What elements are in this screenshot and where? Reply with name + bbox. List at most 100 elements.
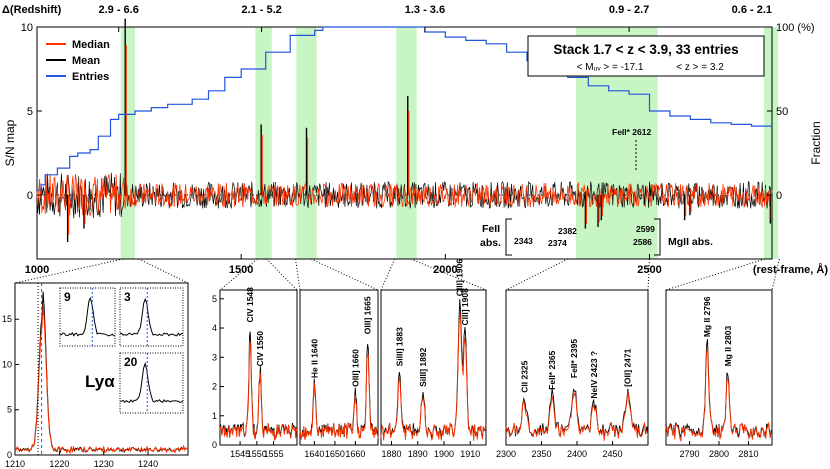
top-redshift-ticks: 2.9 - 6.6 2.1 - 5.2 1.3 - 3.6 0.9 - 2.7 0.6 …: [98, 4, 773, 32]
zoom-ytick-label-civ-0: 0: [212, 440, 217, 450]
zoom-line-label-civ-0: CIV 1548: [245, 287, 255, 323]
zoom-xtick-label-mgii-2790: 2790: [680, 449, 700, 459]
left-y-ticks: 0 5 10: [21, 22, 42, 202]
zoom-ytick-label-lya-5: 5: [7, 405, 12, 415]
zoom-median-profile-ciii: [380, 311, 487, 441]
legend: Median Mean Entries: [46, 39, 110, 83]
top-tick-label-4: 0.6 - 2.1: [732, 4, 772, 16]
zoom-median-profile-civ: [219, 341, 298, 441]
top-tick-label-2: 1.3 - 3.6: [405, 4, 445, 16]
right-tick-label-1: 50: [776, 106, 788, 118]
zoom-line-label-ciii-2: CIII] 1906: [455, 259, 465, 297]
zoom-line-label-feii-3: NeIV 2423 ?: [589, 351, 599, 399]
left-tick-label-0: 0: [27, 190, 33, 202]
zoom-median-profile-feii: [505, 391, 649, 441]
zoom-line-label-feii-1: FeII* 2365: [547, 350, 557, 389]
bottom-tick-label-1000: 1000: [25, 264, 49, 276]
feii-2382-label: 2382: [558, 226, 577, 236]
feii-2343-label: 2343: [514, 236, 533, 246]
feii-2374-label: 2374: [548, 238, 567, 248]
entries-series-line: [37, 26, 772, 191]
zoom-line-label-mgii-1: Mg II 2803: [723, 326, 733, 367]
connector-left-lya: [14, 258, 123, 284]
feii-star-2612-label: FeII* 2612: [612, 127, 651, 137]
legend-mean-label: Mean: [72, 55, 100, 67]
zoom-xtick-label-heii-1650: 1650: [325, 449, 345, 459]
left-y-axis-label: S/N map: [3, 119, 17, 166]
zoom-xtick-label-feii-2300: 2300: [496, 449, 516, 459]
lya-inset-label-1: 3: [124, 290, 131, 304]
zoom-line-label-ciii-1: SiIII] 1892: [418, 347, 428, 386]
connector-left-feii: [505, 258, 569, 291]
lya-inset-frame-0: [59, 287, 116, 347]
lya-inset-profile-2: [119, 361, 184, 404]
zoom-xtick-label-lya-1210: 1210: [5, 459, 25, 469]
bottom-tick-label-2000: 2000: [433, 264, 457, 276]
lya-inset-frame-1: [119, 287, 184, 347]
info-box-title: Stack 1.7 < z < 3.9, 33 entries: [553, 42, 738, 57]
main-spectrum-panel: 0 5 10 0 50 100 (%) 2.9 - 6.6 2.1 - 5.2 1.3 - …: [2, 4, 828, 276]
zoom-line-label-heii-0: He II 1640: [309, 339, 319, 378]
connector-right-heii: [310, 258, 379, 291]
right-tick-label-2: 100 (%): [776, 22, 815, 34]
info-box-frame: [527, 35, 765, 77]
zoom-panel-ciii: 1880 1890 1900 1910 SiIII] 1883 SiIII] 1892 CI…: [380, 259, 487, 459]
zoom-panel-feii: 2300 2350 2400 2450 CII 2325 FeII* 2365 FeII* …: [496, 289, 649, 459]
zoom-xtick-label-civ-1545: 1545: [230, 449, 250, 459]
top-tick-label-0: 2.9 - 6.6: [98, 4, 138, 16]
zoom-xtick-label-lya-1220: 1220: [49, 459, 69, 469]
zoom-panel-frame-feii: [505, 289, 649, 446]
top-axis-label: Δ(Redshift): [2, 4, 62, 16]
zoom-median-profile-heii: [299, 354, 379, 441]
zoom-xtick-label-feii-2350: 2350: [531, 449, 551, 459]
top-tick-label-1: 2.1 - 5.2: [241, 4, 281, 16]
bottom-tick-label-2500: 2500: [637, 264, 661, 276]
lya-label: Lyα: [85, 372, 115, 391]
connector-left-heii: [294, 258, 301, 291]
stack-info-box: Stack 1.7 < z < 3.9, 33 entries < Mᵤᵥ > …: [527, 35, 765, 77]
zoom-line-label-ciii-3: CIII] 1908: [460, 288, 470, 326]
info-box-muv: < Mᵤᵥ > = -17.1: [577, 62, 644, 73]
right-y-axis-label: Fraction: [809, 121, 823, 164]
zoom-ytick-label-civ-1: 1: [212, 411, 217, 421]
zoom-panel-frame-civ: [219, 289, 298, 446]
zoom-line-label-heii-2: OIII] 1665: [363, 296, 373, 334]
zoom-xtick-label-feii-2450: 2450: [602, 449, 622, 459]
zoom-panel-heii: 1640 1650 1660 He II 1640 OIII] 1660 OIII] 16…: [299, 289, 379, 459]
zoom-connector-lines: [14, 258, 780, 291]
zoom-xtick-label-feii-2400: 2400: [567, 449, 587, 459]
lya-inset-label-2: 20: [124, 355, 138, 369]
zoom-xtick-label-ciii-1880: 1880: [381, 449, 401, 459]
connector-right-mgii: [771, 258, 780, 291]
zoom-line-label-mgii-0: Mg II 2796: [702, 296, 712, 337]
lya-inset-label-0: 9: [64, 290, 71, 304]
zoom-panel-mgii: 2790 2800 2810 Mg II 2796 Mg II 2803: [665, 289, 773, 459]
zoom-line-label-heii-1: OIII] 1660: [350, 349, 360, 387]
feii-bracket-right: [654, 218, 661, 256]
zoom-line-label-feii-2: FeII* 2395: [569, 339, 579, 378]
feii-abs-label-1: FeII: [482, 223, 500, 235]
zoom-xtick-label-lya-1230: 1230: [94, 459, 114, 469]
zoom-line-label-feii-4: [OII] 2471: [622, 348, 632, 387]
info-box-mean-z: < z > = 3.2: [676, 62, 724, 73]
zoom-line-label-ciii-0: SiIII] 1883: [394, 327, 404, 366]
zoom-xtick-label-ciii-1910: 1910: [460, 449, 480, 459]
connector-left-mgii: [665, 258, 765, 291]
zoom-ytick-label-civ-4: 4: [212, 323, 217, 333]
legend-entries-label: Entries: [72, 71, 109, 83]
zoom-xtick-label-mgii-2810: 2810: [738, 449, 758, 459]
lya-mean-profile: [14, 291, 189, 454]
feii-2586-label: 2586: [633, 237, 652, 247]
connector-right-civ: [266, 258, 298, 291]
lya-inset-profile-1: [120, 297, 184, 337]
bottom-wavelength-ticks: 1000 1500 2000 2500: [25, 254, 662, 276]
median-noise-trace: [36, 174, 773, 217]
zoom-line-label-feii-0: CII 2325: [519, 360, 529, 392]
zoom-ytick-label-civ-3: 3: [212, 352, 217, 362]
zoom-median-profile-mgii: [665, 347, 773, 443]
mean-noise-trace: [36, 172, 773, 219]
zoom-ytick-label-lya-10: 10: [2, 359, 12, 369]
top-tick-label-3: 0.9 - 2.7: [609, 4, 649, 16]
lya-median-profile: [14, 304, 188, 455]
